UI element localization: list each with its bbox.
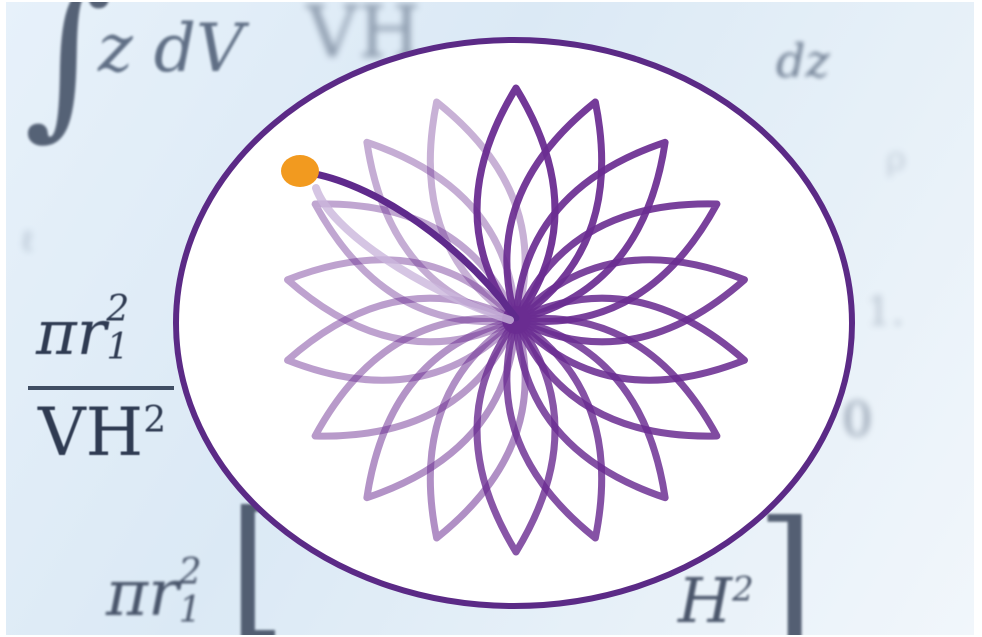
faint-text-right-2: ρ <box>886 139 906 179</box>
right-zero-text: 0 <box>842 392 873 448</box>
spirograph-ghost-tail <box>312 184 514 324</box>
right-bracket: ] <box>756 490 815 635</box>
integral-top-text: z dV <box>98 10 244 87</box>
bottom-h-expression: H2 <box>678 564 754 635</box>
faint-text-left: ℓ <box>20 224 35 259</box>
spirograph-petal <box>512 294 748 384</box>
spirograph-petals <box>284 84 748 556</box>
spirograph-petal <box>311 314 520 440</box>
spirograph-petal <box>503 316 606 542</box>
spirograph-petal <box>512 138 669 324</box>
spirograph-petal <box>512 200 721 326</box>
fraction-left-denominator: VH2 <box>38 394 167 471</box>
fraction-left-bar <box>28 386 174 390</box>
spirograph-petal <box>426 98 529 324</box>
spirograph-petal <box>426 316 529 542</box>
dz-top-text: dz <box>776 34 830 88</box>
spirograph-petal <box>512 256 748 346</box>
fraction-left-numerator: πr 2 1 <box>36 289 130 369</box>
spirograph-petal <box>473 84 559 324</box>
spirograph-petal <box>363 138 520 324</box>
spirograph-petal <box>512 316 669 502</box>
spirograph-petal <box>284 294 520 384</box>
spirograph-petal <box>503 98 606 324</box>
spirograph-petal <box>284 256 520 346</box>
spirograph-petal <box>311 200 520 326</box>
spirograph-tail <box>298 168 520 322</box>
orange-dot <box>281 155 319 187</box>
spirograph-petal <box>363 316 520 502</box>
integral-sign: ∫ <box>24 2 113 156</box>
spirograph-petal <box>473 316 559 556</box>
bottom-pi-expression: πr 2 1 <box>106 552 202 631</box>
spirograph-petal <box>512 314 721 440</box>
faint-text-right-1: 1. <box>866 289 905 335</box>
